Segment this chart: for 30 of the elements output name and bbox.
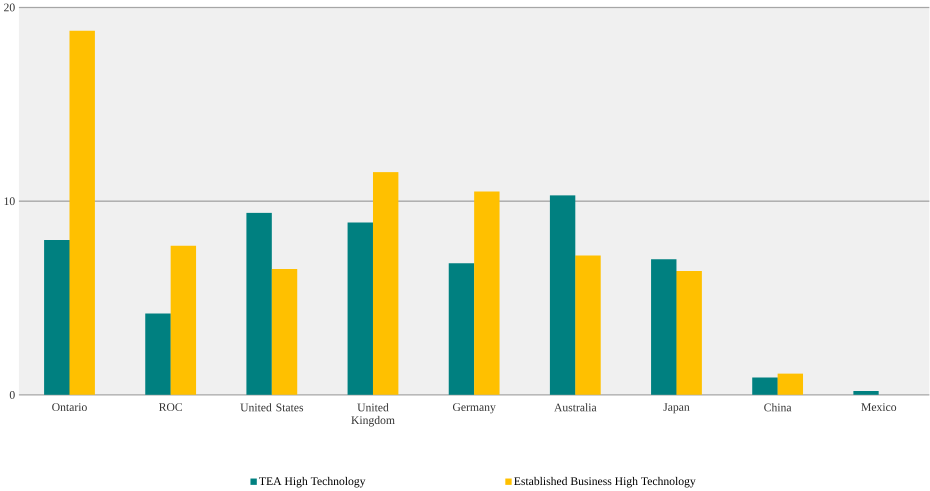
y-tick-label: 20 [4,4,15,12]
y-tick-label: 10 [4,197,15,206]
bar [474,192,500,396]
x-tick-label: China [764,403,792,412]
bar [170,246,196,396]
x-tick-label: Ontario [52,403,87,412]
bar [651,259,676,396]
bar [676,271,702,396]
legend-label: TEA High Technology [259,476,366,488]
x-tick-label: Mexico [861,403,896,412]
bar [348,222,373,396]
x-tick-label: ROC [159,403,182,412]
x-tick-label: Australia [554,403,596,412]
bar [550,195,576,396]
y-tick-label: 0 [10,391,15,399]
bar [575,256,601,396]
bar [145,314,171,396]
bar [752,378,778,396]
bar [272,269,298,396]
bar [44,240,70,396]
legend-label: Established Business High Technology [514,476,696,488]
x-tick-label: Japan [663,403,690,414]
x-tick-label: Germany [452,403,496,414]
bar [70,30,95,396]
bar [372,172,398,396]
x-tick-label: United Kingdom [351,403,395,427]
bar [448,263,474,396]
bar [246,212,272,396]
x-tick-label: United States [240,403,304,412]
bar [778,374,804,396]
